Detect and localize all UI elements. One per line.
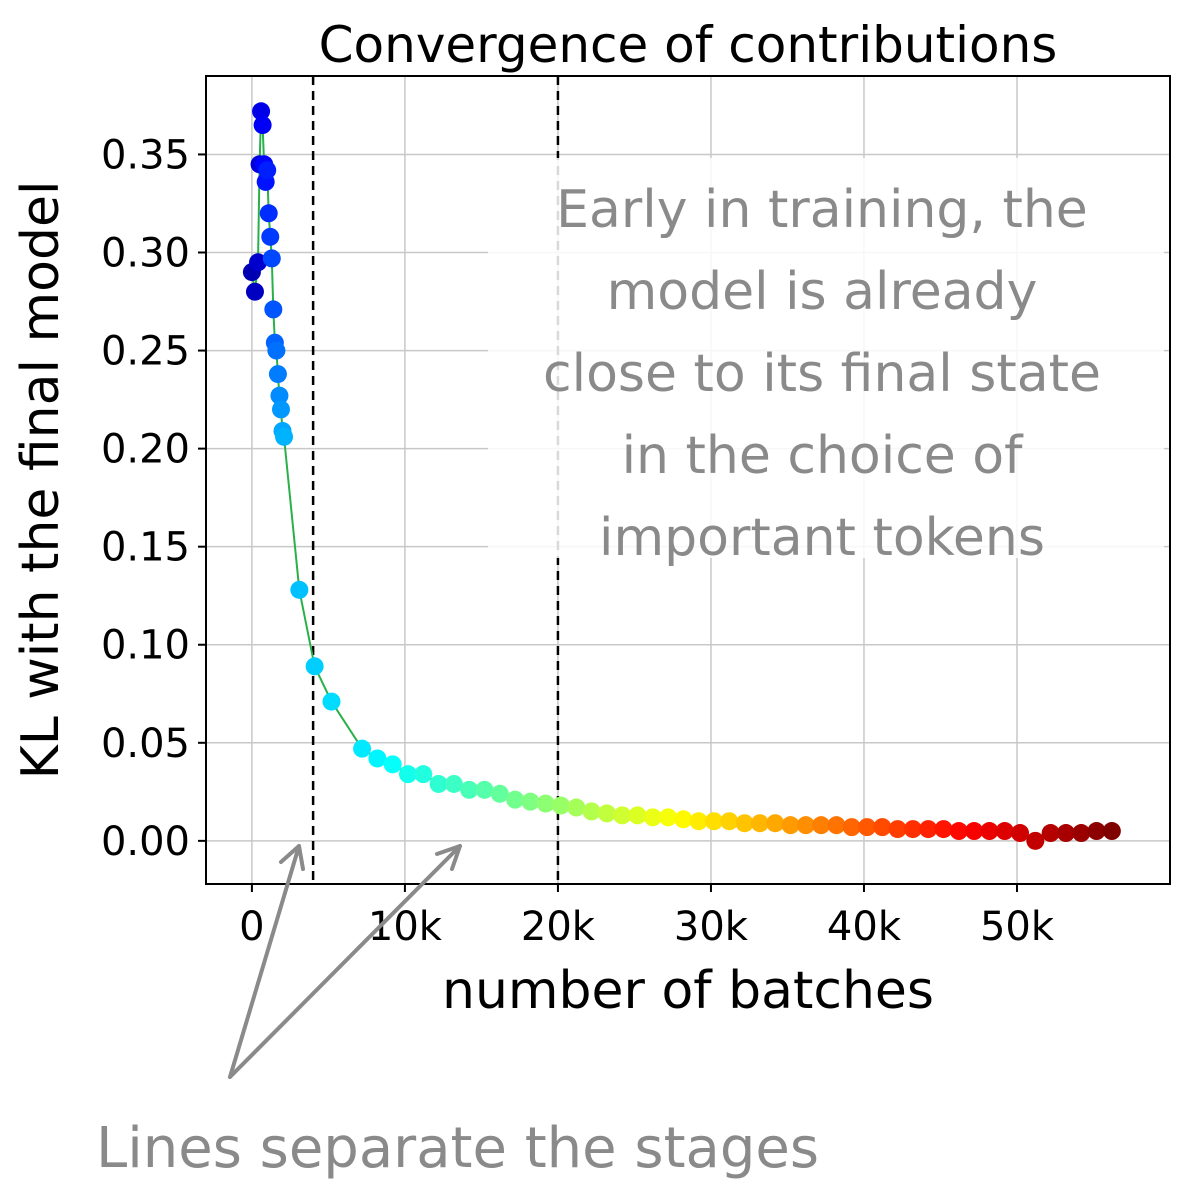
data-point — [628, 806, 647, 825]
data-point — [268, 365, 287, 384]
data-point — [383, 755, 402, 774]
data-point — [735, 814, 754, 833]
data-point — [827, 816, 846, 835]
data-point — [903, 820, 922, 839]
x-tick-label: 30k — [674, 904, 749, 950]
data-point — [551, 796, 570, 815]
y-tick-label: 0.05 — [101, 721, 190, 767]
data-point — [261, 227, 280, 246]
y-tick-label: 0.20 — [101, 427, 190, 473]
data-point — [253, 116, 272, 135]
y-axis-label: KL with the final model — [11, 181, 71, 780]
x-tick-label: 0 — [239, 904, 264, 950]
data-point — [1056, 824, 1075, 843]
data-point — [750, 814, 769, 833]
annotation-line-3: close to its final state — [543, 344, 1101, 404]
arrowhead-1 — [279, 844, 305, 871]
y-tick-label: 0.10 — [101, 623, 190, 669]
annotation-line-1: Early in training, the — [556, 180, 1088, 240]
data-point — [398, 765, 417, 784]
data-point — [1087, 822, 1106, 841]
data-point — [429, 774, 448, 793]
data-point — [460, 780, 479, 799]
annotation-line-2: model is already — [607, 262, 1038, 322]
y-tick-label: 0.00 — [101, 819, 190, 865]
data-point — [444, 774, 463, 793]
data-point — [290, 580, 309, 599]
data-point — [536, 794, 555, 813]
data-point — [842, 818, 861, 837]
data-point — [414, 765, 433, 784]
data-point — [858, 818, 877, 837]
data-point — [270, 386, 289, 405]
y-tick-label: 0.25 — [101, 329, 190, 375]
annotation-line-4: in the choice of — [622, 426, 1025, 486]
data-point — [567, 798, 586, 817]
data-point — [873, 818, 892, 837]
data-point — [965, 822, 984, 841]
data-point — [271, 400, 290, 419]
data-point — [689, 812, 708, 831]
data-point — [368, 749, 387, 768]
data-point — [490, 784, 509, 803]
data-point — [812, 816, 831, 835]
data-point — [252, 102, 271, 121]
data-point — [1011, 824, 1030, 843]
data-point — [659, 808, 678, 827]
arrowhead-2 — [435, 844, 462, 871]
x-axis-label: number of batches — [442, 961, 934, 1021]
arrow-to-first-line — [228, 844, 301, 1079]
data-point — [249, 253, 268, 272]
data-point — [264, 300, 283, 319]
data-points — [242, 102, 1121, 850]
x-tick-label: 40k — [827, 904, 902, 950]
data-point — [1072, 824, 1091, 843]
data-point — [674, 810, 693, 829]
data-point — [1102, 822, 1121, 841]
data-point — [597, 804, 616, 823]
data-point — [720, 812, 739, 831]
data-point — [888, 820, 907, 839]
x-tick-label: 20k — [521, 904, 596, 950]
chart-title: Convergence of contributions — [319, 16, 1058, 74]
data-point — [267, 341, 286, 360]
annotation-background — [488, 158, 1164, 558]
data-point — [305, 657, 324, 676]
data-point — [796, 816, 815, 835]
data-point — [766, 814, 785, 833]
data-point — [934, 820, 953, 839]
arrow-to-second-line — [228, 844, 462, 1079]
data-point — [1041, 824, 1060, 843]
data-point — [322, 692, 341, 711]
data-point — [259, 204, 278, 223]
data-point — [643, 808, 662, 827]
footer-caption: Lines separate the stages — [96, 1116, 819, 1181]
data-point — [980, 822, 999, 841]
data-point — [705, 812, 724, 831]
data-point — [919, 820, 938, 839]
data-point — [582, 802, 601, 821]
y-tick-label: 0.30 — [101, 231, 190, 277]
y-tick-label: 0.15 — [101, 525, 190, 571]
annotation-line-5: important tokens — [599, 508, 1045, 568]
data-point — [475, 780, 494, 799]
x-tick-label: 50k — [980, 904, 1055, 950]
data-point — [506, 790, 525, 809]
data-point — [275, 427, 294, 446]
data-point — [521, 792, 540, 811]
ticks: 0 10k 20k 30k 40k 50k0.000.050.100.150.200.25… — [101, 132, 1055, 950]
data-point — [1026, 831, 1045, 850]
data-point — [613, 806, 632, 825]
data-point — [262, 249, 281, 268]
data-point — [781, 816, 800, 835]
data-point — [353, 739, 372, 758]
data-point — [949, 822, 968, 841]
y-tick-label: 0.35 — [101, 132, 190, 178]
pointer-arrows — [228, 844, 462, 1079]
axes-frame — [205, 75, 1171, 885]
data-point — [995, 822, 1014, 841]
data-point — [245, 282, 264, 301]
data-point — [258, 161, 277, 180]
